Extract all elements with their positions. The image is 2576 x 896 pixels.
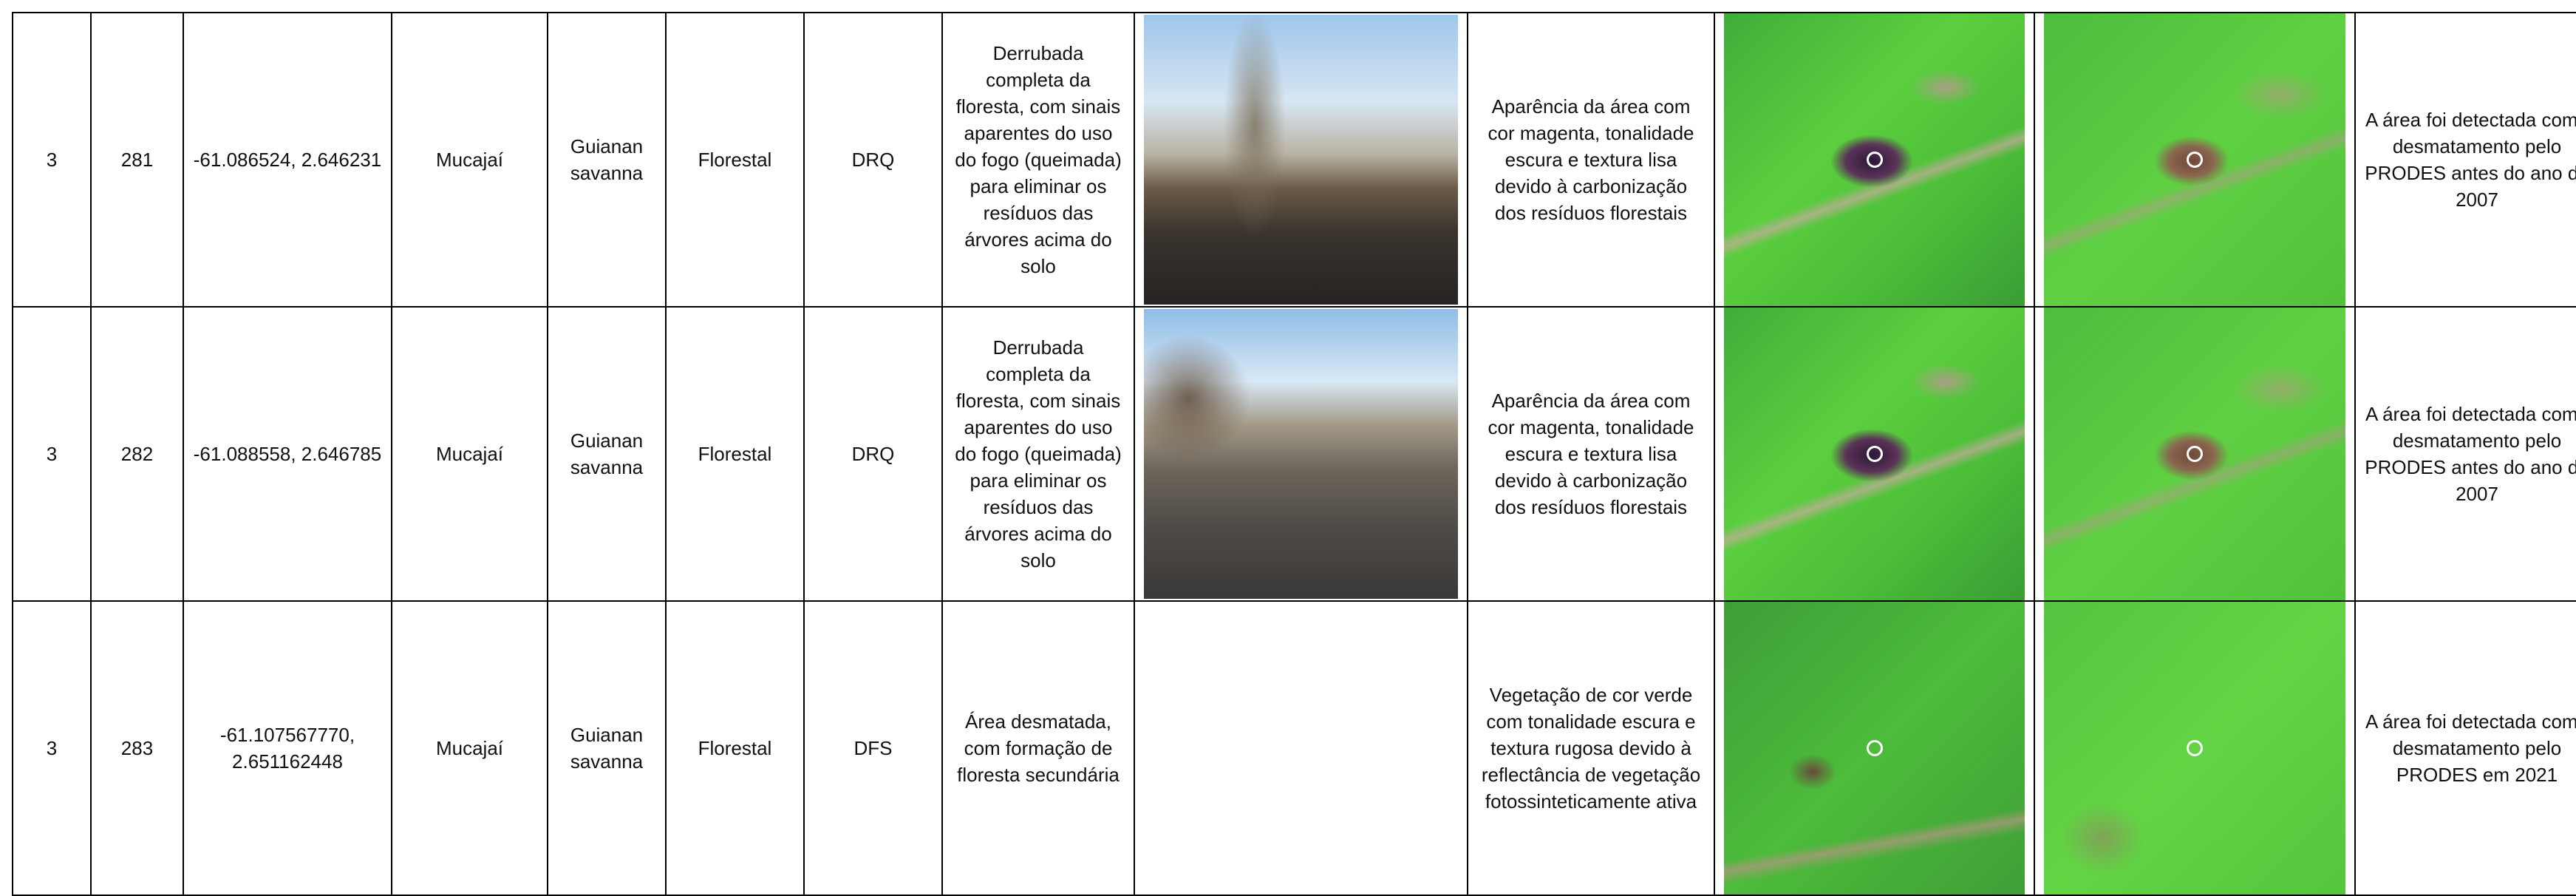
field-description: Derrubada completa da floresta, com sina… [941,306,1135,602]
data-table: 3 281 -61.086524, 2.646231 Mucajaí Guianan s… [12,12,2576,896]
table-row: 3 282 -61.088558, 2.646785 Mucajaí Guianan s… [12,306,2576,602]
satellite-image [2044,603,2345,894]
code: DRQ [803,12,943,308]
coordinates: -61.088558, 2.646785 [183,306,392,602]
set-id: 3 [12,12,92,308]
prodes-note: A área foi detectada como desmatamento p… [2354,600,2576,896]
satellite-image-cell [1714,600,2035,896]
satellite-image-cell [1714,12,2035,308]
land-class: Florestal [665,306,805,602]
table-row: 3 283 -61.107567770, 2.651162448 Mucajaí Gui… [12,600,2576,896]
point-marker [1866,740,1883,756]
image-description: Aparência da área com cor magenta, tonal… [1467,12,1715,308]
point-marker [1866,446,1883,462]
municipality: Mucajaí [391,12,548,308]
table-row: 3 281 -61.086524, 2.646231 Mucajaí Guianan s… [12,12,2576,308]
satellite-image [1724,603,2025,894]
field-photo-cell [1134,306,1468,602]
point-marker [2187,740,2203,756]
field-photo-cell [1134,600,1468,896]
point-id: 282 [90,306,184,602]
municipality: Mucajaí [391,306,548,602]
field-description: Área desmatada, com formação de floresta… [941,600,1135,896]
prodes-note: A área foi detectada como desmatamento p… [2354,306,2576,602]
ecoregion: Guianan savanna [547,600,667,896]
satellite-image [2044,14,2345,305]
ecoregion: Guianan savanna [547,12,667,308]
ecoregion: Guianan savanna [547,306,667,602]
land-class: Florestal [665,600,805,896]
field-photo [1144,15,1458,305]
point-id: 281 [90,12,184,308]
satellite-image [2044,308,2345,600]
image-description: Vegetação de cor verde com tonalidade es… [1467,600,1715,896]
satellite-image [1724,308,2025,600]
point-id: 283 [90,600,184,896]
satellite-image-cell [2034,306,2356,602]
code: DRQ [803,306,943,602]
field-photo-cell [1134,12,1468,308]
point-marker [2187,152,2203,168]
set-id: 3 [12,600,92,896]
satellite-image-cell [1714,306,2035,602]
coordinates: -61.107567770, 2.651162448 [183,600,392,896]
satellite-image-cell [2034,600,2356,896]
coordinates: -61.086524, 2.646231 [183,12,392,308]
point-marker [1866,152,1883,168]
field-description: Derrubada completa da floresta, com sina… [941,12,1135,308]
satellite-image [1724,14,2025,305]
field-photo [1144,309,1458,599]
image-description: Aparência da área com cor magenta, tonal… [1467,306,1715,602]
prodes-note: A área foi detectada como desmatamento p… [2354,12,2576,308]
land-class: Florestal [665,12,805,308]
set-id: 3 [12,306,92,602]
code: DFS [803,600,943,896]
municipality: Mucajaí [391,600,548,896]
satellite-image-cell [2034,12,2356,308]
point-marker [2187,446,2203,462]
